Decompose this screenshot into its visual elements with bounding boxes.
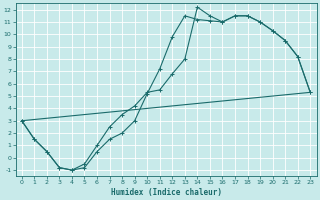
X-axis label: Humidex (Indice chaleur): Humidex (Indice chaleur) bbox=[110, 188, 221, 197]
